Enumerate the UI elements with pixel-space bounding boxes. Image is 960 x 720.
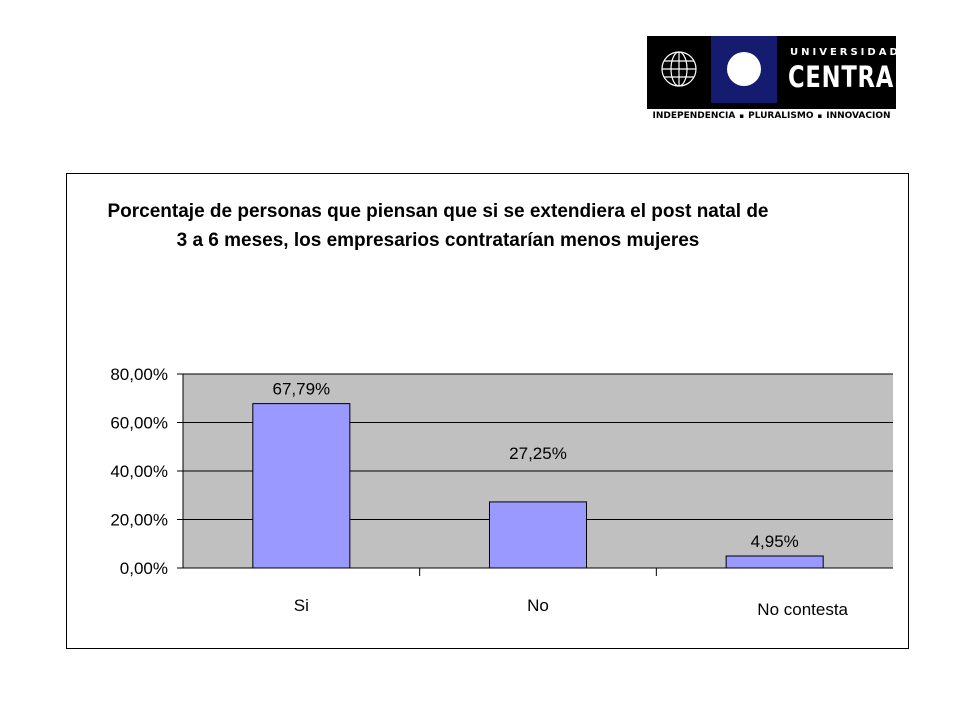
data-label: 4,95% [751, 532, 799, 551]
bar-3 [725, 555, 824, 569]
y-tick-label: 40,00% [110, 462, 168, 481]
bar-2 [488, 501, 588, 569]
globe-icon [647, 36, 711, 103]
logo-tagline: INDEPENDENCIA ▪ PLURALISMO ▪ INNOVACION [647, 109, 896, 123]
logo-name: CENTRAL [788, 60, 910, 94]
y-tick-label: 60,00% [110, 414, 168, 433]
logo-emblem [711, 36, 777, 103]
tagline-separator: ▪ [817, 112, 823, 120]
y-tick-label: 0,00% [120, 559, 168, 578]
category-label: No [527, 596, 549, 615]
chart-title: Porcentaje de personas que piensan que s… [107, 201, 769, 251]
tagline-pluralismo: PLURALISMO [748, 111, 814, 121]
bar-1 [252, 403, 351, 569]
y-tick-label: 80,00% [110, 365, 168, 384]
university-logo: UNIVERSIDAD CENTRAL [647, 36, 908, 123]
y-tick-label: 20,00% [110, 511, 168, 530]
category-label: No contesta [757, 600, 848, 619]
logo-university-word: UNIVERSIDAD [790, 47, 901, 58]
tagline-separator: ▪ [739, 112, 745, 120]
data-label: 27,25% [509, 444, 567, 463]
tagline-independencia: INDEPENDENCIA [652, 111, 736, 121]
tagline-innovacion: INNOVACION [826, 111, 891, 121]
category-label: Si [294, 596, 309, 615]
logo-circle-icon [727, 52, 761, 86]
data-label: 67,79% [272, 380, 330, 399]
